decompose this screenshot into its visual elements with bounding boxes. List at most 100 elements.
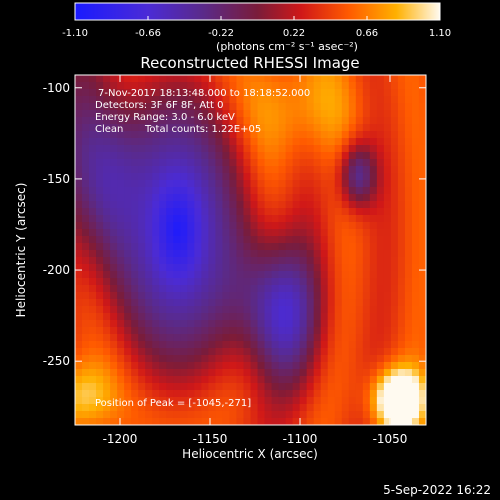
- heatmap-cell: [257, 194, 266, 202]
- heatmap-cell: [96, 334, 104, 342]
- heatmap-cell: [180, 418, 188, 425]
- heatmap-cell: [376, 166, 385, 174]
- heatmap-cell: [264, 369, 273, 377]
- heatmap-cell: [194, 390, 202, 398]
- colorbar-units-label: (photons cm⁻² s⁻¹ asec⁻²): [216, 40, 358, 53]
- heatmap-cell: [194, 89, 202, 97]
- heatmap-cell: [285, 222, 294, 230]
- heatmap-cell: [341, 180, 350, 188]
- heatmap-cell: [145, 327, 153, 335]
- heatmap-cell: [250, 208, 259, 216]
- heatmap-cell: [355, 138, 364, 146]
- heatmap-cell: [159, 159, 167, 167]
- heatmap-cell: [355, 411, 364, 419]
- heatmap-cell: [124, 418, 132, 425]
- heatmap-cell: [208, 292, 216, 300]
- heatmap-cell: [103, 390, 111, 398]
- heatmap-cell: [376, 131, 385, 139]
- heatmap-cell: [362, 306, 371, 314]
- heatmap-cell: [306, 257, 315, 265]
- heatmap-cell: [362, 229, 371, 237]
- heatmap-cell: [418, 208, 426, 216]
- heatmap-cell: [75, 96, 83, 104]
- heatmap-cell: [173, 173, 181, 181]
- heatmap-cell: [257, 341, 266, 349]
- heatmap-cell: [215, 327, 224, 335]
- heatmap-cell: [369, 201, 378, 209]
- heatmap-cell: [96, 320, 104, 328]
- heatmap-cell: [390, 138, 399, 146]
- heatmap-cell: [390, 341, 399, 349]
- heatmap-cell: [222, 166, 231, 174]
- heatmap-cell: [348, 278, 357, 286]
- heatmap-cell: [404, 103, 413, 111]
- heatmap-cell: [285, 285, 294, 293]
- heatmap-cell: [348, 145, 357, 153]
- heatmap-cell: [222, 376, 231, 384]
- heatmap-cell: [390, 124, 399, 132]
- heatmap-cell: [215, 271, 224, 279]
- heatmap-cell: [306, 96, 315, 104]
- heatmap-cell: [110, 75, 118, 83]
- heatmap-cell: [236, 278, 245, 286]
- colorbar-tick-label: 1.10: [429, 28, 451, 39]
- heatmap-cell: [250, 187, 259, 195]
- heatmap-cell: [166, 82, 174, 90]
- heatmap-cell: [138, 404, 146, 412]
- heatmap-cell: [334, 341, 343, 349]
- heatmap-cell: [152, 257, 160, 265]
- heatmap-cell: [166, 348, 174, 356]
- heatmap-cell: [320, 355, 329, 363]
- heatmap-cell: [110, 180, 118, 188]
- heatmap-cell: [110, 117, 118, 125]
- heatmap-cell: [292, 194, 301, 202]
- heatmap-cell: [82, 145, 90, 153]
- heatmap-cell: [222, 222, 231, 230]
- heatmap-cell: [299, 369, 308, 377]
- heatmap-cell: [369, 110, 378, 118]
- heatmap-cell: [75, 166, 83, 174]
- heatmap-cell: [124, 285, 132, 293]
- heatmap-cell: [285, 124, 294, 132]
- heatmap-cell: [201, 348, 209, 356]
- heatmap-cell: [334, 348, 343, 356]
- heatmap-cell: [173, 348, 181, 356]
- heatmap-cell: [201, 201, 209, 209]
- heatmap-cell: [117, 327, 125, 335]
- heatmap-cell: [89, 250, 97, 258]
- heatmap-cell: [110, 292, 118, 300]
- heatmap-cell: [166, 383, 174, 391]
- heatmap-cell: [250, 166, 259, 174]
- heatmap-cell: [299, 341, 308, 349]
- heatmap-cell: [390, 166, 399, 174]
- heatmap-cell: [103, 89, 111, 97]
- heatmap-cell: [299, 208, 308, 216]
- heatmap-cell: [131, 243, 139, 251]
- heatmap-cell: [383, 131, 392, 139]
- heatmap-cell: [376, 306, 385, 314]
- heatmap-cell: [117, 313, 125, 321]
- heatmap-cell: [264, 327, 273, 335]
- heatmap-cell: [194, 355, 202, 363]
- heatmap-cell: [362, 383, 371, 391]
- heatmap-cell: [187, 173, 195, 181]
- heatmap-cell: [313, 208, 322, 216]
- heatmap-cell: [355, 89, 364, 97]
- heatmap-cell: [215, 369, 224, 377]
- heatmap-cell: [117, 383, 125, 391]
- heatmap-cell: [152, 355, 160, 363]
- heatmap-cell: [369, 124, 378, 132]
- heatmap-cell: [89, 369, 97, 377]
- heatmap-cell: [285, 229, 294, 237]
- heatmap-cell: [299, 264, 308, 272]
- heatmap-cell: [194, 243, 202, 251]
- heatmap-cell: [285, 89, 294, 97]
- heatmap-cell: [229, 278, 238, 286]
- heatmap-cell: [117, 271, 125, 279]
- heatmap-cell: [166, 194, 174, 202]
- heatmap-cell: [215, 362, 224, 370]
- heatmap-cell: [376, 159, 385, 167]
- heatmap-cell: [243, 327, 252, 335]
- heatmap-cell: [159, 264, 167, 272]
- heatmap-cell: [194, 75, 202, 83]
